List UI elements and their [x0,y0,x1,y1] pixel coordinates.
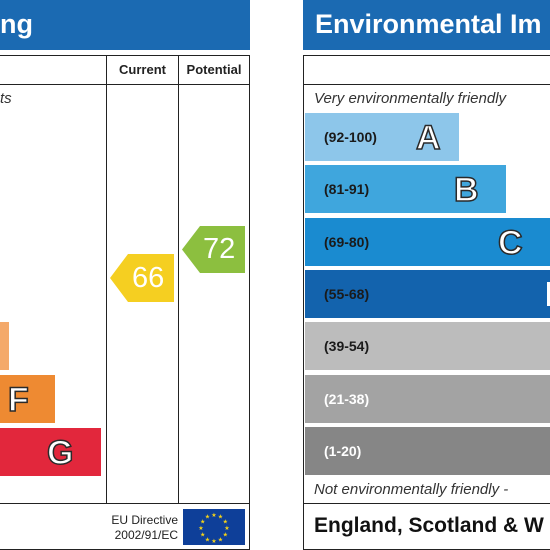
env-band-f: (21-38) [305,375,550,423]
env-band-a: (92-100) A [305,113,459,161]
environmental-impact-header: Environmental Im [303,0,550,50]
left-col-divider-2 [178,55,179,504]
svg-text:★: ★ [205,536,210,543]
env-band-g: (1-20) [305,427,550,475]
eu-directive-line1: EU Directive [111,513,178,527]
energy-band-f: F [0,375,55,423]
right-bottom-text: Not environmentally friendly - [314,481,509,498]
environmental-impact-title: Environmental Im [315,9,542,39]
left-top-text: ts [0,90,12,107]
eu-directive-text: EU Directive 2002/91/EC [88,513,178,543]
env-band-e-range: (39-54) [324,338,370,354]
svg-text:★: ★ [218,536,223,543]
potential-column-header: Potential [186,62,242,77]
env-band-e: (39-54) [305,322,550,370]
env-band-c: (69-80) C [305,218,550,266]
env-band-d-range: (55-68) [324,286,370,302]
svg-text:★: ★ [224,525,229,532]
svg-text:★: ★ [223,532,228,539]
eu-flag-icon: ★ ★ ★ ★ ★ ★ ★ ★ ★ ★ ★ ★ [183,509,245,545]
env-band-c-letter: C [497,224,523,262]
right-table-top-border [303,55,550,56]
energy-band-f-letter: F [7,381,29,419]
right-top-text: Very environmentally friendly [314,90,507,107]
energy-band-g-letter: G [46,434,74,472]
right-footer-row-divider [303,503,550,504]
svg-text:★: ★ [218,514,223,521]
env-band-g-range: (1-20) [324,443,362,459]
left-footer-row-divider [0,503,250,504]
current-rating-value: 66 [132,262,165,294]
energy-band-e [0,322,9,370]
env-band-d: (55-68) [305,270,550,318]
svg-text:★: ★ [200,519,205,526]
svg-text:★: ★ [223,519,228,526]
env-band-f-range: (21-38) [324,391,370,407]
right-table-left-border [303,55,304,550]
svg-text:★: ★ [198,525,203,532]
env-band-b-range: (81-91) [324,181,370,197]
current-rating-arrow [110,254,174,302]
left-col-divider-1 [106,55,107,504]
energy-band-g: G [0,428,101,476]
right-footer-region: England, Scotland & W [314,514,544,537]
left-table-right-border [249,55,250,550]
svg-text:★: ★ [200,532,205,539]
energy-rating-title: ng [0,9,33,39]
svg-text:★: ★ [205,514,210,521]
eu-directive-line2: 2002/91/EC [114,528,178,542]
energy-rating-header: ng [0,0,250,50]
svg-text:★: ★ [211,512,216,519]
env-band-d-letter-edge [547,282,550,306]
env-band-c-range: (69-80) [324,234,370,250]
potential-rating-value: 72 [203,233,236,265]
env-band-b: (81-91) B [305,165,506,213]
env-band-a-range: (92-100) [324,129,377,145]
env-band-a-letter: A [415,119,441,157]
env-band-b-letter: B [453,171,479,209]
current-column-header: Current [119,62,166,77]
svg-text:★: ★ [211,538,216,545]
potential-rating-arrow [182,226,245,273]
right-header-row-divider [303,84,550,85]
left-header-row-divider [0,84,250,85]
left-table-top-border [0,55,250,56]
